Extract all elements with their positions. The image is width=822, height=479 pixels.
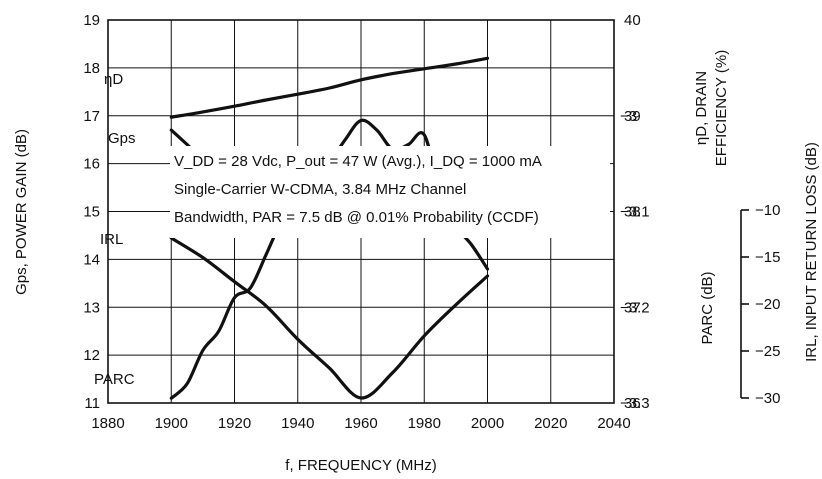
irl-tick-label: −25 [755,343,780,360]
gps-tick-label: 12 [83,347,100,364]
parc-axis: −3 −3.1 −3.2 −3.3 [620,108,650,412]
gps-tick-label: 11 [84,395,100,412]
irl-tick-label: −10 [755,202,780,219]
gps-axis: 11 12 13 14 15 16 17 18 19 [83,12,100,412]
x-tick-label: 1880 [91,415,124,432]
parc-tick-label: −3.3 [620,395,650,412]
label-drain-efficiency: ηD [104,71,123,88]
series-line-gps [169,56,490,119]
parc-tick-label: −3.1 [620,204,650,221]
x-tick-label: 1980 [408,415,441,432]
drain-tick-label: 39 [624,108,641,125]
series-line-irl [169,236,490,400]
x-tick-label: 2020 [534,415,567,432]
annotation-line-3: Bandwidth, PAR = 7.5 dB @ 0.01% Probabil… [174,209,539,226]
x-tick-label: 1920 [218,415,251,432]
irl-tick-label: −20 [755,296,780,313]
parc-tick-label: −3.2 [620,299,650,316]
irl-tick-label: −30 [755,390,780,407]
drain-axis-title-line2: EFFICIENCY (%) [713,50,730,166]
gps-tick-label: 14 [83,251,100,268]
label-parc: PARC [94,371,135,388]
gps-tick-label: 18 [83,60,100,77]
drain-axis-title-line1: ηD, DRAIN [693,71,710,145]
gps-tick-label: 17 [83,108,100,125]
x-tick-label: 1900 [155,415,188,432]
parc-axis-title: PARC (dB) [699,271,716,344]
gps-tick-label: 19 [83,12,100,29]
drain-efficiency-axis: 36 37 38 39 40 [624,12,641,412]
irl-axis-title: IRL, INPUT RETURN LOSS (dB) [803,142,820,362]
x-tick-label: 1940 [281,415,314,432]
annotation-background [170,146,610,238]
x-tick-label: 2040 [597,415,630,432]
label-gps: Gps [108,130,136,147]
irl-axis: −10 −15 −20 −25 −30 [740,202,780,407]
irl-tick-label: −15 [755,249,780,266]
x-tick-label: 1960 [344,415,377,432]
annotation-line-2: Single-Carrier W-CDMA, 3.84 MHz Channel [174,181,466,198]
label-irl: IRL [100,231,123,248]
gps-axis-title: Gps, POWER GAIN (dB) [13,129,30,295]
x-tick-label: 2000 [471,415,504,432]
gps-tick-label: 15 [83,204,100,221]
x-axis-title: f, FREQUENCY (MHz) [285,457,436,474]
x-axis: 1880 1900 1920 1940 1960 1980 2000 2020 2040 [91,415,630,432]
gps-tick-label: 16 [83,156,100,173]
annotation-line-1: V_DD = 28 Vdc, P_out = 47 W (Avg.), I_DQ… [174,153,542,170]
gps-tick-label: 13 [83,299,100,316]
drain-tick-label: 37 [624,299,641,316]
drain-tick-label: 36 [624,395,641,412]
parc-tick-label: −3 [620,108,637,125]
drain-tick-label: 38 [624,204,641,221]
drain-tick-label: 40 [624,12,641,29]
